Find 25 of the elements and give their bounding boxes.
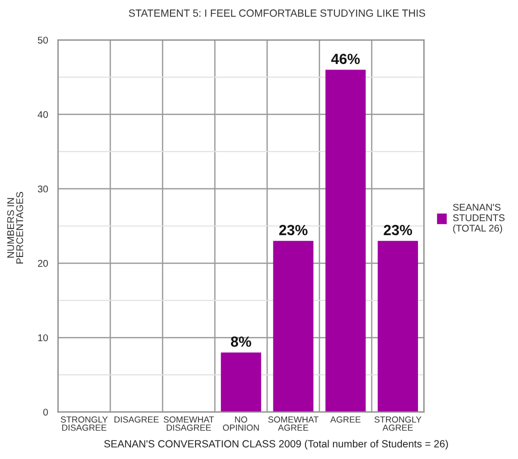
y-tick-label: 20 — [38, 260, 48, 267]
x-tick-label: SOMEWHAT AGREE — [268, 416, 319, 431]
x-axis-title: SEANAN'S CONVERSATION CLASS 2009 (Total number of Students = 26) — [104, 440, 448, 450]
x-tick-label: DISAGREE — [114, 416, 159, 423]
data-label: 8% — [230, 336, 252, 347]
chart-title: STATEMENT 5: I FEEL COMFORTABLE STUDYING LIKE THIS — [128, 9, 426, 17]
y-tick-label: 0 — [43, 408, 48, 416]
y-tick-label: 40 — [38, 111, 48, 118]
y-tick-label: 30 — [38, 186, 48, 192]
y-tick-label: 10 — [38, 334, 48, 342]
data-label: 23% — [384, 224, 412, 236]
bar — [378, 240, 418, 412]
data-label: 23% — [279, 224, 308, 236]
y-tick-label: 50 — [38, 36, 48, 44]
bar — [273, 240, 314, 412]
x-tick-label: NO OPINION — [222, 416, 259, 431]
x-tick-label: STRONGLY AGREE — [374, 416, 422, 431]
x-tick-label: AGREE — [330, 416, 361, 423]
x-tick-label: SOMEWHAT DISAGREE — [164, 416, 214, 431]
bar — [220, 352, 262, 412]
x-tick-label: STRONGLY DISAGREE — [60, 416, 108, 431]
data-label: 46% — [331, 54, 360, 64]
y-axis-title: NUMBERS IN PERCENTAGES — [7, 192, 24, 264]
bar — [325, 70, 366, 412]
legend-label: SEANAN'S STUDENTS (TOTAL 26) — [453, 204, 505, 234]
